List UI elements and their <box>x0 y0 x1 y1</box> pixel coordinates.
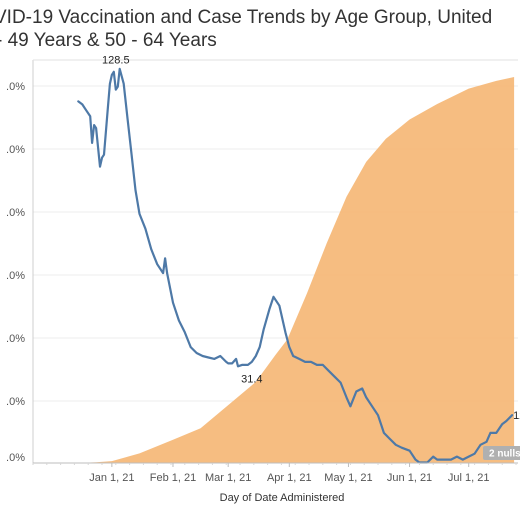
vaccination-area <box>76 77 515 463</box>
x-tick-label: Feb 1, 21 <box>150 472 196 484</box>
nulls-badge-text[interactable]: 2 nulls <box>489 449 520 460</box>
y-tick-label: .0% <box>6 452 25 464</box>
chart-title-line-1: VID-19 Vaccination and Case Trends by Ag… <box>0 7 493 28</box>
x-tick-label: May 1, 21 <box>324 472 372 484</box>
vaccination-area-layer <box>76 77 515 463</box>
x-tick-label: Jun 1, 21 <box>387 472 432 484</box>
y-tick-label: .0% <box>6 81 25 93</box>
data-label: 31.4 <box>241 373 262 385</box>
y-tick-label: .0% <box>6 396 25 408</box>
x-tick-label: Apr 1, 21 <box>267 472 312 484</box>
data-label: 12 <box>513 410 520 422</box>
axes: .0% .0% .0% .0% .0% .0% .0% Jan 1, 21 Feb 1, 21 M… <box>6 59 518 484</box>
chart-title-line-2: - 49 Years & 50 - 64 Years <box>0 30 217 51</box>
x-tick-label: Mar 1, 21 <box>205 472 251 484</box>
nulls-badge-bg[interactable] <box>483 446 520 460</box>
y-tick-label: .0% <box>6 270 25 282</box>
y-tick-label: .0% <box>6 144 25 156</box>
y-tick-label: .0% <box>6 333 25 345</box>
nulls-badge[interactable]: 2 nulls <box>483 446 520 460</box>
annotations: 128.5 31.4 12 <box>102 54 520 422</box>
x-tick-label: Jul 1, 21 <box>448 472 490 484</box>
y-tick-label: .0% <box>6 207 25 219</box>
data-label: 128.5 <box>102 54 130 66</box>
x-tick-label: Jan 1, 21 <box>89 472 134 484</box>
x-axis-label: Day of Date Administered <box>220 492 345 504</box>
